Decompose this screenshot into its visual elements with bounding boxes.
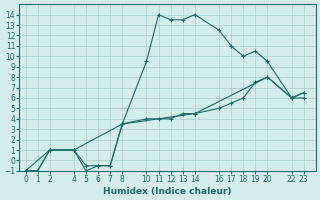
X-axis label: Humidex (Indice chaleur): Humidex (Indice chaleur) bbox=[103, 187, 232, 196]
